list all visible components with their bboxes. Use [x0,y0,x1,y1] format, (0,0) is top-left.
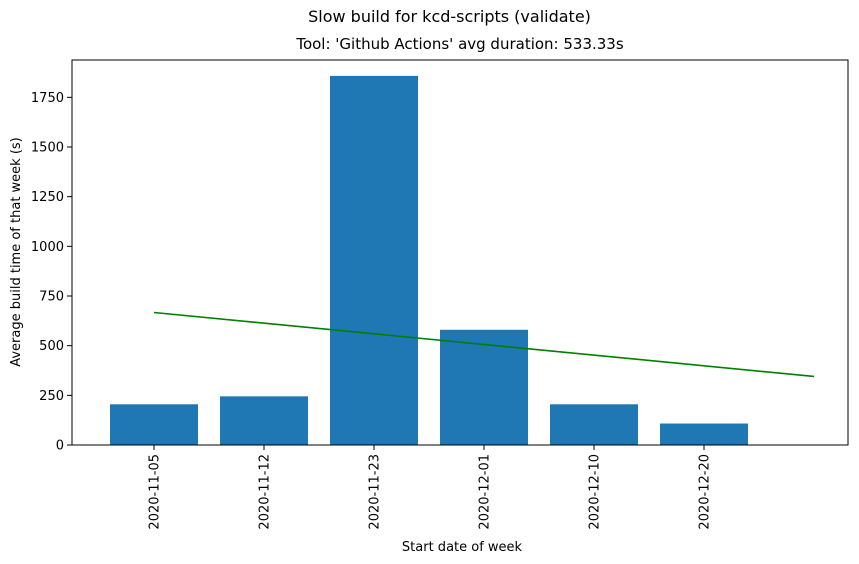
y-tick-label-1750: 1750 [31,91,64,106]
trend-line [153,311,815,378]
plot-frame [71,59,849,446]
x-tick-label-2020-12-01: 2020-12-01 [478,454,493,530]
trend-line-group [153,311,815,378]
x-axis-label: Start date of week [402,540,523,555]
bar-2020-11-23 [330,75,418,445]
chart-suptitle: Slow build for kcd-scripts (validate) [308,7,591,26]
y-tick-label-250: 250 [39,389,64,404]
bar-2020-11-05 [110,404,198,445]
y-tick-label-1000: 1000 [31,240,64,255]
x-tick-label-2020-12-10: 2020-12-10 [588,454,603,530]
chart-title: Tool: 'Github Actions' avg duration: 533… [296,35,624,53]
y-axis: 0 250 500 750 1000 1250 1500 1750 [31,91,72,454]
x-tick-label-2020-11-05: 2020-11-05 [148,454,163,530]
y-tick-label-750: 750 [39,290,64,305]
x-tick-label-2020-12-20: 2020-12-20 [698,454,713,530]
x-tick-label-2020-11-23: 2020-11-23 [368,454,383,530]
x-tick-label-2020-11-12: 2020-11-12 [258,454,273,530]
x-axis: 2020-11-05 2020-11-12 2020-11-23 2020-12-01… [148,445,713,530]
bar-2020-12-20 [660,423,748,445]
bar-2020-12-01 [440,329,528,445]
y-axis-label: Average build time of that week (s) [9,137,24,367]
bars-group [110,75,748,445]
bar-2020-11-12 [220,396,308,445]
y-tick-label-500: 500 [39,339,64,354]
y-tick-label-1250: 1250 [31,190,64,205]
y-tick-label-0: 0 [56,439,64,454]
bar-2020-12-10 [550,404,638,445]
y-tick-label-1500: 1500 [31,141,64,156]
